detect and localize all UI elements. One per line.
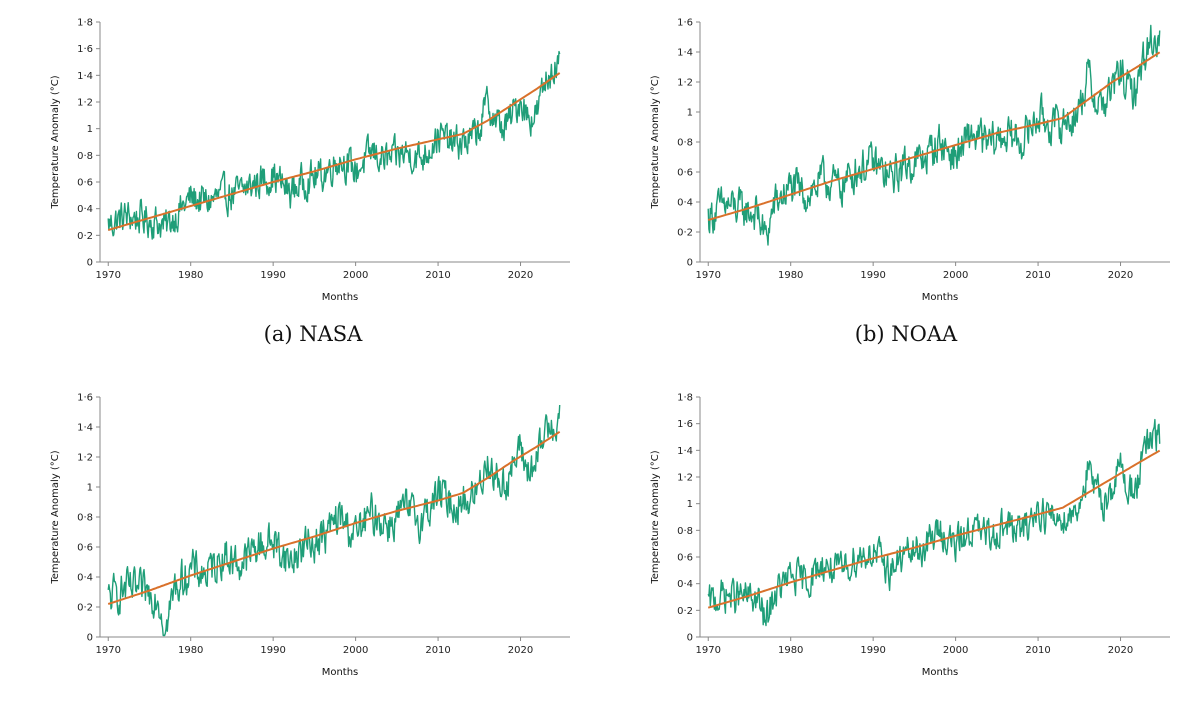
x-tick-label: 1970 <box>696 645 721 656</box>
x-axis-label: Months <box>922 667 959 678</box>
series-monthly-line <box>107 404 561 637</box>
chart-panel-nasa: 0 0·2 0·4 0·6 0·8 1 1·2 1·4 1·6 1·8 1970 1980 1990 20… <box>0 0 600 346</box>
y-axis-label: Temperature Anomaly (°C) <box>50 75 61 209</box>
x-axis-label: Months <box>322 292 359 303</box>
y-tick-label: 1·6 <box>677 419 693 430</box>
y-tick-label: 0·2 <box>677 606 693 617</box>
x-tick-label: 2010 <box>1025 270 1050 281</box>
y-tick-label: 1·2 <box>77 98 93 109</box>
series-monthly-line <box>707 418 1161 627</box>
x-tick-label: 2010 <box>425 645 450 656</box>
y-axis-label: Temperature Anomaly (°C) <box>650 75 661 209</box>
x-tick-label: 1980 <box>178 270 203 281</box>
y-tick-label: 1·4 <box>677 446 693 457</box>
y-axis-label: Temperature Anomaly (°C) <box>650 450 661 584</box>
y-tick-label: 0·8 <box>677 526 693 537</box>
chart-caption: (a) NASA <box>263 322 363 346</box>
y-tick-label: 0·4 <box>77 573 93 584</box>
y-tick-label: 0·6 <box>77 178 93 189</box>
y-tick-label: 0·4 <box>677 579 693 590</box>
y-tick-label: 1·4 <box>77 423 93 434</box>
x-tick-label: 1990 <box>260 270 285 281</box>
x-tick-label: 1990 <box>260 645 285 656</box>
x-tick-label: 1990 <box>860 270 885 281</box>
series-trend-line <box>107 72 561 231</box>
x-tick-label: 2000 <box>343 270 368 281</box>
chart-caption: (b) NOAA <box>854 322 958 346</box>
y-tick-label: 1·8 <box>77 18 93 29</box>
y-tick-label: 0·6 <box>677 553 693 564</box>
y-tick-label: 0·8 <box>77 151 93 162</box>
y-tick-label: 1·6 <box>677 18 693 29</box>
x-tick-label: 1980 <box>778 645 803 656</box>
chart-svg: 0 0·2 0·4 0·6 0·8 1 1·2 1·4 1·6 1·8 1970 1980 1990 20… <box>50 18 570 303</box>
y-tick-label: 0 <box>687 633 693 644</box>
series-monthly-line <box>107 50 561 240</box>
y-tick-label: 1 <box>87 483 93 494</box>
x-tick-label: 2020 <box>1108 270 1133 281</box>
y-tick-label: 1 <box>687 108 693 119</box>
y-tick-label: 0·6 <box>677 168 693 179</box>
x-axis-label: Months <box>322 667 359 678</box>
chart-svg: 0 0·2 0·4 0·6 0·8 1 1·2 1·4 1·6 1·8 1970 1980 1990 20… <box>650 393 1170 678</box>
y-tick-label: 0·4 <box>77 204 93 215</box>
y-tick-label: 0·8 <box>77 513 93 524</box>
y-tick-label: 0·2 <box>77 231 93 242</box>
x-tick-label: 2020 <box>508 270 533 281</box>
y-tick-label: 0 <box>87 633 93 644</box>
x-tick-label: 1970 <box>96 270 121 281</box>
x-tick-label: 2000 <box>943 270 968 281</box>
y-tick-label: 1·6 <box>77 44 93 55</box>
y-tick-label: 1·8 <box>677 393 693 404</box>
x-tick-label: 1990 <box>860 645 885 656</box>
x-tick-label: 1970 <box>696 270 721 281</box>
y-tick-label: 0 <box>87 258 93 269</box>
y-tick-label: 0·4 <box>677 198 693 209</box>
y-tick-label: 1·2 <box>677 473 693 484</box>
chart-svg: 0 0·2 0·4 0·6 0·8 1 1·2 1·4 1·6 1970 1980 1990 2000 2… <box>650 18 1170 303</box>
x-tick-label: 2000 <box>943 645 968 656</box>
y-tick-label: 1·2 <box>677 78 693 89</box>
y-tick-label: 1 <box>87 124 93 135</box>
x-tick-label: 2000 <box>343 645 368 656</box>
x-tick-label: 2020 <box>1108 645 1133 656</box>
y-tick-label: 1·4 <box>677 48 693 59</box>
series-trend-line <box>707 449 1161 609</box>
y-tick-label: 1·2 <box>77 453 93 464</box>
x-axis-label: Months <box>922 292 959 303</box>
y-tick-label: 0·6 <box>77 543 93 554</box>
series-trend-line <box>107 430 561 605</box>
y-tick-label: 1·6 <box>77 393 93 404</box>
y-axis-label: Temperature Anomaly (°C) <box>50 450 61 584</box>
chart-panel-noaa: 0 0·2 0·4 0·6 0·8 1 1·2 1·4 1·6 1970 1980 1990 2000 2… <box>600 0 1200 346</box>
x-tick-label: 2010 <box>425 270 450 281</box>
x-tick-label: 1980 <box>178 645 203 656</box>
x-tick-label: 1980 <box>778 270 803 281</box>
x-tick-label: 2020 <box>508 645 533 656</box>
x-tick-label: 2010 <box>1025 645 1050 656</box>
y-tick-label: 1·4 <box>77 71 93 82</box>
x-tick-label: 1970 <box>96 645 121 656</box>
y-tick-label: 0 <box>687 258 693 269</box>
chart-svg: 0 0·2 0·4 0·6 0·8 1 1·2 1·4 1·6 1970 1980 1990 2000 2… <box>50 393 570 678</box>
series-monthly-line <box>707 24 1161 246</box>
y-tick-label: 1 <box>687 499 693 510</box>
y-tick-label: 0·2 <box>677 228 693 239</box>
y-tick-label: 0·8 <box>677 138 693 149</box>
y-tick-label: 0·2 <box>77 603 93 614</box>
chart-panel-bottom-left: 0 0·2 0·4 0·6 0·8 1 1·2 1·4 1·6 1970 1980 1990 2000 2… <box>0 375 600 712</box>
series-trend-line <box>707 51 1161 221</box>
chart-panel-bottom-right: 0 0·2 0·4 0·6 0·8 1 1·2 1·4 1·6 1·8 1970 1980 1990 20… <box>600 375 1200 712</box>
